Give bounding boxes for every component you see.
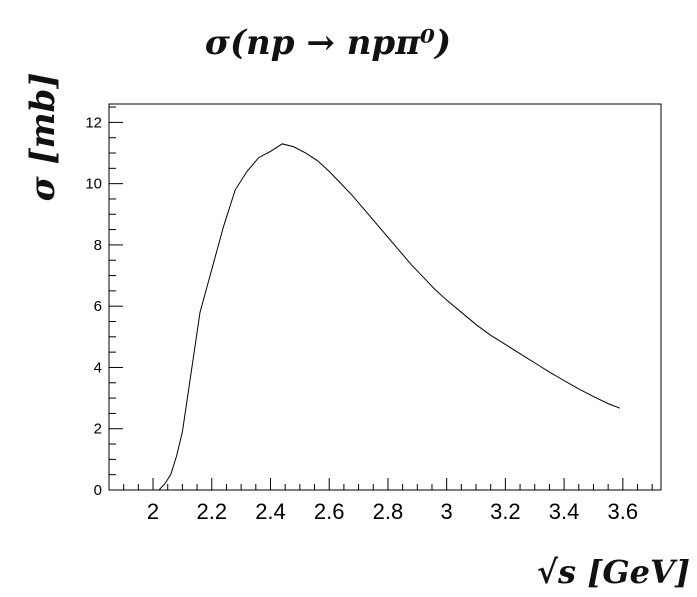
- x-tick-label: 2.4: [255, 499, 286, 524]
- x-axis-label: √s [GeV]: [537, 553, 690, 591]
- y-axis-label: σ [mb]: [23, 73, 63, 202]
- y-tick-label: 10: [85, 176, 102, 193]
- x-tick-label: 2: [147, 499, 159, 524]
- plot-frame: [108, 103, 662, 491]
- x-axis: 2 2.2 2.4 2.6 2.8 3 3.2 3.4 3.6: [108, 478, 653, 524]
- x-tick-label: 2.6: [314, 499, 345, 524]
- y-tick-label: 2: [94, 421, 102, 438]
- cross-section-curve: [158, 143, 621, 491]
- y-tick-label: 0: [94, 482, 102, 499]
- x-tick-label: 3.2: [490, 499, 521, 524]
- y-tick-label: 12: [85, 114, 102, 131]
- y-tick-label: 4: [94, 359, 102, 376]
- x-tick-label: 3: [441, 499, 453, 524]
- y-tick-label: 6: [94, 298, 102, 315]
- y-tick-label: 8: [94, 237, 102, 254]
- x-tick-label: 2.2: [196, 499, 227, 524]
- y-axis: 0 2 4 6 8 10 12: [85, 106, 123, 499]
- x-tick-label: 3.4: [549, 499, 580, 524]
- x-tick-label: 3.6: [608, 499, 639, 524]
- x-tick-label: 2.8: [373, 499, 404, 524]
- chart-title: σ(np → npπ⁰): [205, 23, 451, 63]
